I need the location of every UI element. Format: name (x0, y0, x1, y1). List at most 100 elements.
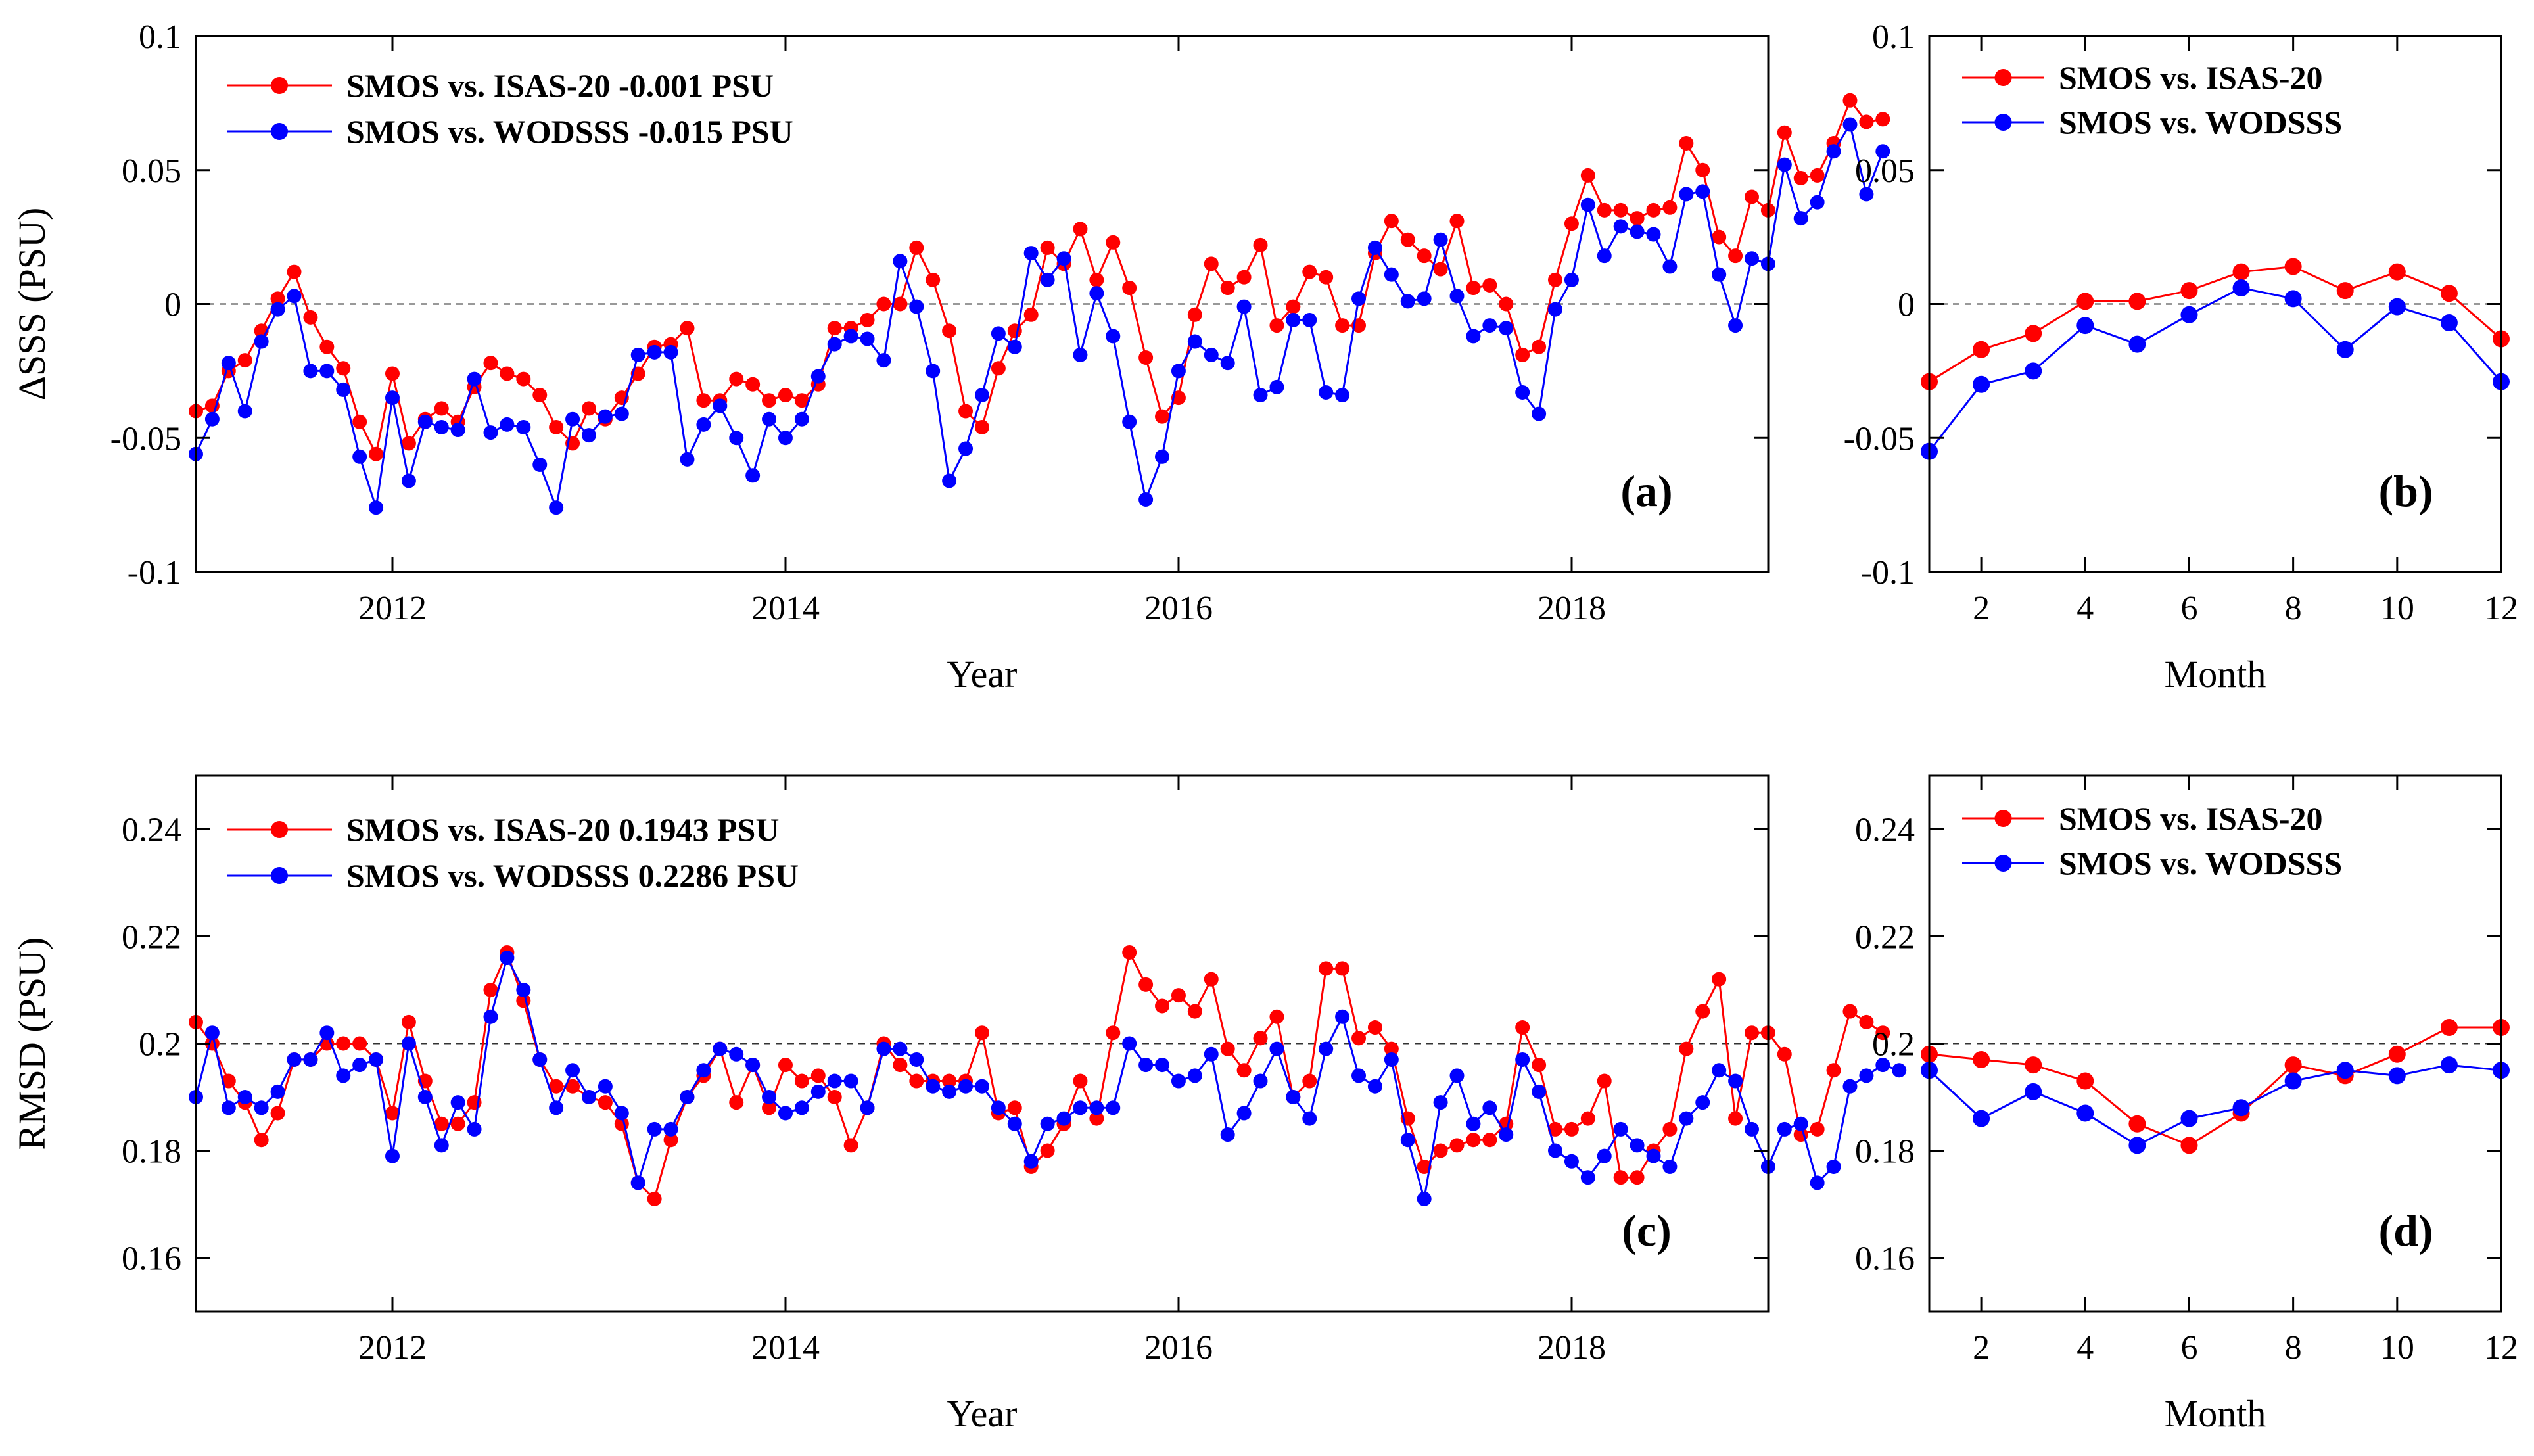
data-point (1449, 1068, 1465, 1083)
data-point (1597, 202, 1612, 218)
data-point (2388, 1067, 2406, 1085)
data-point (696, 1063, 711, 1078)
data-point (1171, 1073, 1186, 1089)
data-point (1433, 262, 1448, 277)
data-point (860, 1100, 875, 1115)
legend-entry: SMOS vs. WODSSS 0.2286 PSU (227, 857, 799, 894)
data-point (762, 393, 777, 408)
data-point (860, 312, 875, 327)
data-point (483, 425, 498, 440)
y-tick-label: 0.24 (122, 812, 181, 849)
x-tick-label: 2012 (358, 590, 427, 627)
data-point (1040, 272, 1055, 287)
data-point (1826, 144, 1841, 159)
data-point (1859, 114, 1874, 129)
data-point (1613, 1170, 1628, 1185)
data-point (843, 329, 858, 344)
data-point (1810, 168, 1825, 183)
data-point (1187, 334, 1202, 349)
x-tick-label: 2018 (1537, 1329, 1606, 1367)
data-point (1155, 998, 1170, 1014)
x-tick-label: 4 (2076, 590, 2094, 627)
data-point (1106, 1025, 1121, 1041)
data-point (778, 388, 793, 403)
series-line-blue (1928, 1064, 2502, 1147)
x-axis-label: Month (2165, 1392, 2266, 1435)
data-point (909, 299, 924, 314)
data-point (417, 1090, 433, 1104)
data-point (663, 344, 678, 360)
y-tick-label: 0.18 (1855, 1133, 1915, 1171)
data-point (1367, 1020, 1382, 1035)
data-point (1548, 1143, 1563, 1158)
data-point (565, 411, 580, 427)
data-point (942, 323, 957, 339)
x-tick-label: 2018 (1537, 590, 1606, 627)
data-point (221, 1073, 236, 1089)
data-point (729, 431, 744, 446)
y-tick-label: 0.16 (1855, 1240, 1915, 1278)
data-point (1236, 1063, 1252, 1078)
data-point (1073, 1100, 1088, 1115)
x-tick-label: 6 (2180, 590, 2197, 627)
data-point (860, 331, 875, 346)
data-point (1777, 157, 1792, 172)
data-point (909, 240, 924, 255)
data-point (1973, 1110, 1990, 1127)
data-point (1580, 1111, 1595, 1126)
legend-label: SMOS vs. WODSSS 0.2286 PSU (346, 857, 799, 894)
data-point (1236, 1106, 1252, 1121)
data-point (1040, 1143, 1055, 1158)
y-tick-label: 0.05 (122, 153, 181, 190)
data-point (369, 500, 384, 515)
data-point (1646, 227, 1661, 242)
data-point (532, 458, 548, 472)
data-point (1056, 1111, 1071, 1126)
data-point (713, 1041, 728, 1056)
data-point (991, 361, 1006, 376)
data-point (2336, 282, 2354, 300)
data-point (483, 983, 498, 997)
data-point (565, 1063, 580, 1078)
y-tick-label: 0.18 (122, 1133, 181, 1171)
data-point (1040, 1116, 1055, 1131)
data-point (1466, 1116, 1481, 1131)
data-point (1793, 170, 1808, 185)
data-point (1597, 1148, 1612, 1163)
data-point (532, 388, 548, 403)
data-point (1384, 267, 1399, 282)
data-point (598, 1079, 613, 1094)
data-point (2388, 298, 2406, 316)
data-point (254, 1133, 269, 1148)
data-point (745, 377, 761, 392)
data-point (1973, 341, 1990, 358)
data-point (1007, 339, 1022, 354)
data-point (1744, 1025, 1759, 1041)
data-point (1302, 312, 1317, 327)
data-point (385, 366, 400, 381)
data-point (2336, 341, 2354, 358)
data-point (663, 1121, 678, 1137)
data-point (2025, 362, 2042, 380)
data-point (1613, 202, 1628, 218)
data-point (991, 326, 1006, 341)
data-point (778, 431, 793, 446)
data-point (1335, 961, 1350, 976)
data-point (303, 1052, 318, 1067)
data-point (893, 254, 908, 269)
data-point (1155, 449, 1170, 464)
data-point (696, 417, 711, 432)
data-point (991, 1100, 1006, 1115)
data-point (287, 1052, 302, 1067)
data-point (401, 473, 416, 488)
data-point (270, 1084, 285, 1099)
data-point (1826, 1159, 1841, 1174)
legend-label: SMOS vs. WODSSS (2059, 845, 2342, 881)
legend-marker (1994, 855, 2012, 872)
data-point (2284, 290, 2302, 308)
data-point (1532, 406, 1547, 421)
data-point (1515, 347, 1530, 362)
data-point (680, 321, 695, 336)
data-point (1515, 385, 1530, 400)
x-tick-label: 2014 (751, 1329, 820, 1367)
